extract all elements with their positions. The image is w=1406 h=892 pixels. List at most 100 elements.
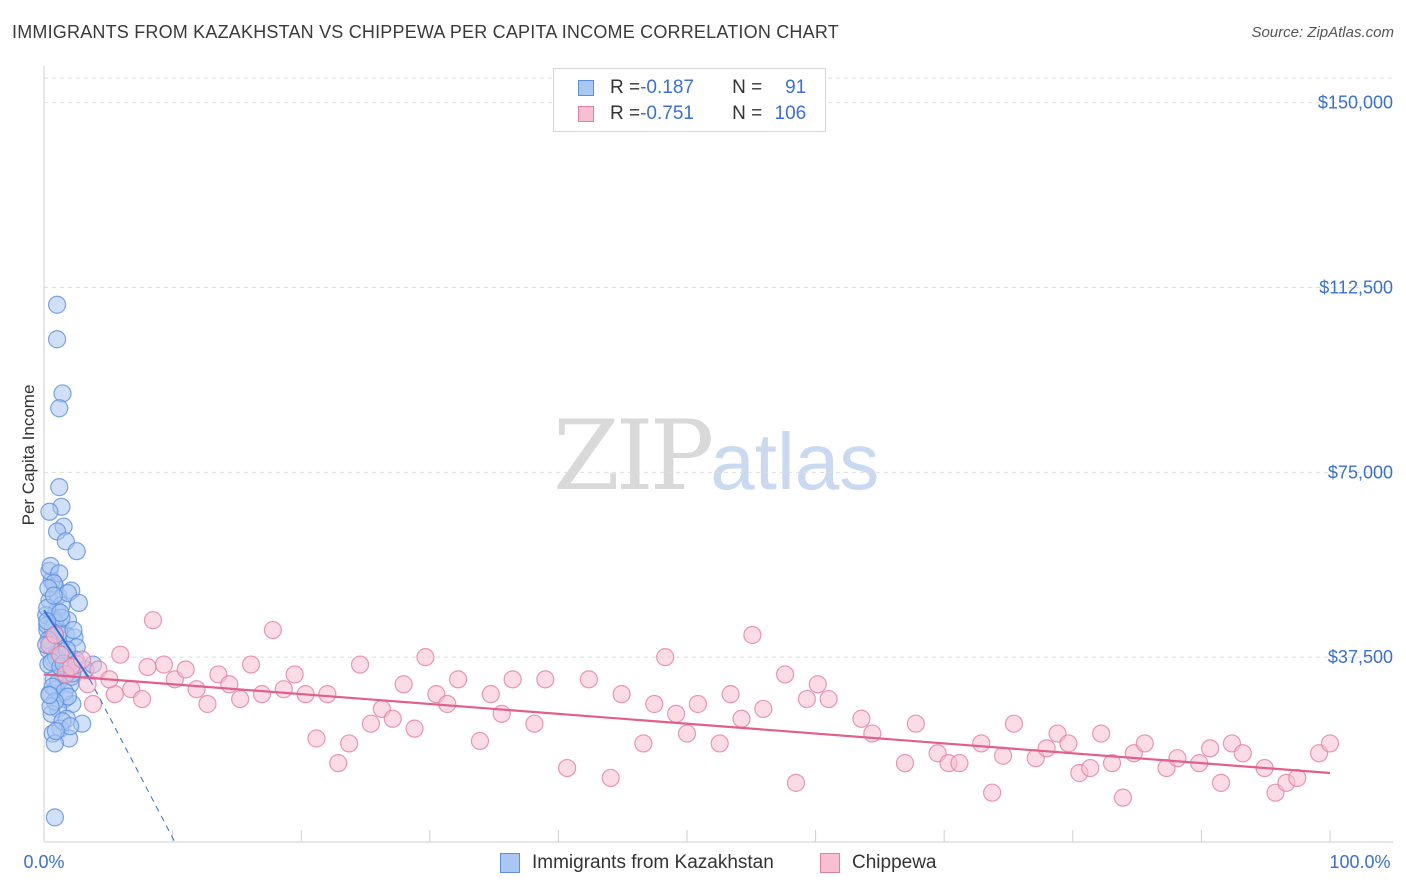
chippewa-point (1135, 734, 1154, 753)
chippewa-point (721, 685, 740, 704)
chippewa-point (1113, 788, 1133, 807)
chippewa-point (252, 685, 272, 704)
chippewa-point (819, 689, 838, 709)
legend-row-kazakhstan: R = -0.187 N = 91 (578, 77, 806, 99)
legend-row-chippewa: R = -0.751 N = 106 (578, 103, 806, 125)
chippewa-point (808, 675, 827, 694)
chippewa-point (579, 670, 599, 689)
chippewa-point (361, 714, 381, 733)
legend-r-value: -0.751 (640, 103, 694, 124)
chippewa-point (950, 754, 969, 773)
chippewa-point (307, 729, 326, 748)
kazakhstan-point (69, 593, 88, 613)
chippewa-point (775, 665, 795, 684)
chippewa-point (154, 655, 173, 674)
series-legend: Immigrants from Kazakhstan Chippewa (0, 852, 1406, 876)
chippewa-point (83, 694, 103, 714)
chippewa-point (394, 675, 413, 694)
chippewa-point (198, 694, 217, 714)
chippewa-point (645, 694, 664, 714)
legend-r-label: R = (610, 77, 641, 98)
legend-swatch-chippewa (578, 106, 594, 122)
chippewa-point (852, 709, 871, 728)
trend-line-kazakhstan-extension (89, 679, 176, 843)
legend-swatch-kazakhstan (500, 853, 520, 873)
chippewa-point (612, 685, 631, 704)
kazakhstan-point (44, 586, 63, 605)
chippewa-point (1201, 739, 1220, 758)
x-tick-label: 0.0% (23, 852, 64, 872)
chippewa-point (132, 689, 152, 709)
chippewa-point (274, 680, 293, 699)
legend-n-value: 106 (774, 103, 807, 124)
legend-swatch-chippewa (820, 853, 840, 873)
chippewa-point (863, 724, 882, 743)
chippewa-point (1233, 744, 1252, 763)
series-legend-kazakhstan[interactable]: Immigrants from Kazakhstan (500, 852, 774, 874)
chippewa-point (993, 746, 1013, 765)
chippewa-point (220, 675, 239, 694)
chippewa-point (449, 670, 468, 689)
kazakhstan-point (40, 686, 59, 705)
kazakhstan-point (50, 478, 69, 497)
legend-swatch-kazakhstan (578, 80, 594, 96)
chippewa-point (263, 620, 282, 640)
chippewa-point (688, 694, 707, 714)
trend-line-chippewa (43, 673, 1331, 775)
correlation-legend: R = -0.187 N = 91 R = -0.751 N = 106 (553, 68, 826, 132)
chippewa-point (285, 665, 304, 684)
chippewa-point (481, 685, 500, 704)
chippewa-point (187, 680, 206, 699)
chippewa-point (972, 734, 991, 753)
chippewa-point (241, 655, 261, 674)
chippewa-point (503, 670, 522, 689)
chippewa-point (51, 645, 70, 664)
y-tick-label: $37,500 (1328, 647, 1393, 667)
chippewa-point (656, 648, 675, 667)
chippewa-point (1059, 734, 1078, 753)
chippewa-point (710, 734, 729, 753)
y-tick-label: $75,000 (1328, 462, 1393, 482)
y-axis-title: Per Capita Income (19, 385, 38, 526)
legend-r-label: R = (610, 103, 641, 124)
chippewa-point (231, 689, 250, 709)
chippewa-point (732, 709, 751, 728)
legend-r-value: -0.187 (640, 77, 694, 98)
chippewa-point (536, 670, 555, 689)
kazakhstan-point (47, 330, 67, 349)
source-label: Source: ZipAtlas.com (1251, 24, 1394, 41)
kazakhstan-point (50, 399, 69, 418)
chippewa-point (1081, 758, 1100, 778)
chippewa-point (558, 758, 577, 778)
chippewa-point (634, 734, 653, 753)
chippewa-point (1168, 749, 1187, 768)
chippewa-point (383, 709, 402, 728)
chippewa-point (111, 645, 130, 664)
chippewa-point (743, 625, 762, 645)
kazakhstan-point (46, 721, 66, 741)
chippewa-point (138, 657, 157, 677)
chippewa-point (754, 699, 773, 719)
chippewa-point (906, 714, 925, 733)
chippewa-point (1211, 773, 1231, 792)
chippewa-point (350, 655, 370, 674)
chippewa-point (340, 734, 359, 753)
chippewa-point (492, 704, 511, 723)
chippewa-point (667, 704, 686, 723)
chart-title: IMMIGRANTS FROM KAZAKHSTAN VS CHIPPEWA P… (12, 22, 839, 42)
series-legend-chippewa[interactable]: Chippewa (820, 852, 937, 874)
watermark-zip: ZIP (553, 400, 714, 512)
kazakhstan-point (47, 295, 67, 314)
chippewa-point (797, 689, 816, 709)
chippewa-point (318, 685, 337, 704)
kazakhstan-point (40, 502, 59, 521)
kazakhstan-point (38, 612, 57, 631)
kazakhstan-point (64, 620, 83, 640)
kazakhstan-point (67, 542, 86, 561)
chippewa-point (786, 773, 806, 792)
y-tick-label: $150,000 (1318, 93, 1393, 113)
chippewa-point (1102, 754, 1122, 773)
chippewa-point (1320, 734, 1340, 753)
chippewa-point (525, 714, 544, 733)
